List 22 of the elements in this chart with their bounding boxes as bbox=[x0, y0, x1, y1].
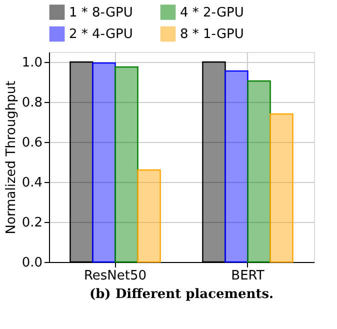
bar bbox=[70, 61, 94, 263]
y-tick-label: 0.4 bbox=[22, 176, 42, 190]
bar bbox=[92, 62, 116, 263]
y-axis-title: Normalized Throughput bbox=[4, 80, 19, 234]
bar bbox=[270, 113, 294, 263]
bar bbox=[114, 66, 138, 263]
y-tick-label: 0.8 bbox=[22, 96, 42, 110]
text: (b) Different placements. bbox=[89, 287, 274, 302]
x-tick-label: ResNet50 bbox=[84, 268, 147, 284]
legend-label: 2 * 4-GPU bbox=[69, 27, 133, 42]
y-tick-label: 0.2 bbox=[22, 216, 42, 230]
legend-label: 1 * 8-GPU bbox=[69, 5, 133, 20]
x-tick-label: BERT bbox=[231, 268, 264, 284]
bar bbox=[224, 70, 248, 263]
legend-label: 4 * 2-GPU bbox=[180, 5, 244, 20]
bar bbox=[202, 61, 226, 263]
y-tick-label: 0.0 bbox=[22, 256, 42, 270]
bar bbox=[247, 80, 271, 263]
y-tick-label: 1.0 bbox=[22, 56, 42, 70]
bar bbox=[137, 169, 161, 263]
legend-label: 8 * 1-GPU bbox=[180, 27, 244, 42]
y-tick-label: 0.6 bbox=[22, 136, 42, 150]
